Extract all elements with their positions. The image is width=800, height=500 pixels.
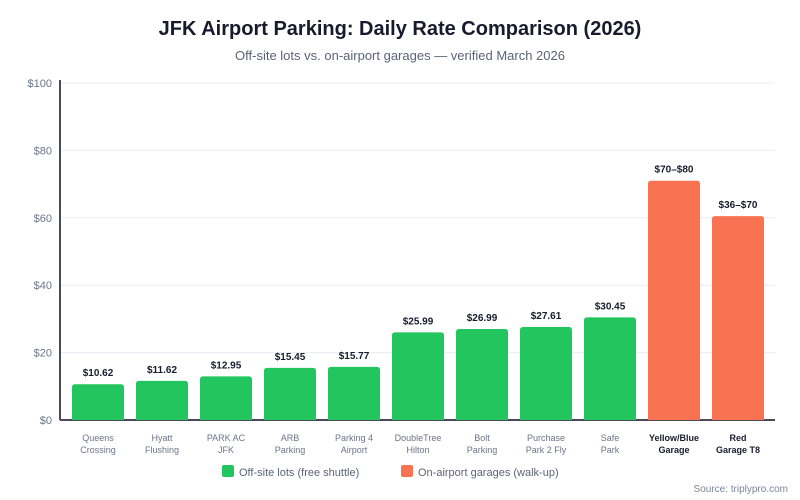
data-label: $70–$80 <box>655 165 694 176</box>
x-tick-label: ARB <box>281 433 300 443</box>
x-tick-label: Parking <box>275 445 306 455</box>
x-tick-label: Flushing <box>145 445 179 455</box>
chart-subtitle: Off-site lots vs. on-airport garages — v… <box>235 48 565 63</box>
data-label: $27.61 <box>531 311 562 322</box>
x-tick-label: Park <box>601 445 620 455</box>
data-label: $15.77 <box>339 351 370 362</box>
bar <box>264 367 316 420</box>
x-tick-label: Hyatt <box>151 433 173 443</box>
data-label: $15.45 <box>275 352 306 363</box>
bar <box>456 329 508 420</box>
data-label: $10.62 <box>83 368 114 379</box>
data-label: $25.99 <box>403 316 434 327</box>
legend-swatch <box>401 465 413 477</box>
x-tick-label: Hilton <box>406 445 429 455</box>
bar <box>328 366 380 420</box>
y-tick-label: $80 <box>34 145 52 157</box>
data-label: $26.99 <box>467 313 498 324</box>
bar <box>712 216 764 420</box>
y-tick-label: $40 <box>34 280 52 292</box>
bar <box>136 380 188 420</box>
data-label: $30.45 <box>595 301 626 312</box>
bar <box>392 332 444 420</box>
x-tick-label: JFK <box>218 445 234 455</box>
x-tick-label: DoubleTree <box>395 433 442 443</box>
y-tick-label: $20 <box>34 348 52 360</box>
x-tick-label: Queens <box>82 433 114 443</box>
x-tick-label: Purchase <box>527 433 565 443</box>
data-label: $36–$70 <box>719 200 758 211</box>
y-tick-label: $60 <box>34 213 52 225</box>
bar <box>648 180 700 420</box>
x-tick-label: Park 2 Fly <box>526 445 567 455</box>
bar <box>584 317 636 420</box>
chart-title: JFK Airport Parking: Daily Rate Comparis… <box>158 18 642 40</box>
y-tick-label: $0 <box>40 415 52 427</box>
data-label: $11.62 <box>147 365 177 376</box>
x-tick-label: Parking <box>467 445 498 455</box>
legend-label: On-airport garages (walk-up) <box>418 467 559 479</box>
legend-label: Off-site lots (free shuttle) <box>239 467 359 479</box>
x-tick-label: Garage T8 <box>716 445 760 455</box>
x-tick-label: PARK AC <box>207 433 246 443</box>
bar <box>520 326 572 420</box>
bar <box>72 384 124 420</box>
bar <box>200 376 252 420</box>
source-note: Source: triplypro.com <box>693 484 788 495</box>
x-tick-label: Airport <box>341 445 368 455</box>
x-tick-label: Red <box>729 433 746 443</box>
data-label: $12.95 <box>211 360 242 371</box>
x-tick-label: Garage <box>658 445 689 455</box>
x-tick-label: Parking 4 <box>335 433 373 443</box>
x-tick-label: Yellow/Blue <box>649 433 699 443</box>
x-tick-label: Crossing <box>80 445 116 455</box>
y-tick-label: $100 <box>28 78 52 90</box>
legend-swatch <box>222 465 234 477</box>
x-tick-label: Safe <box>601 433 620 443</box>
x-tick-label: Bolt <box>474 433 490 443</box>
